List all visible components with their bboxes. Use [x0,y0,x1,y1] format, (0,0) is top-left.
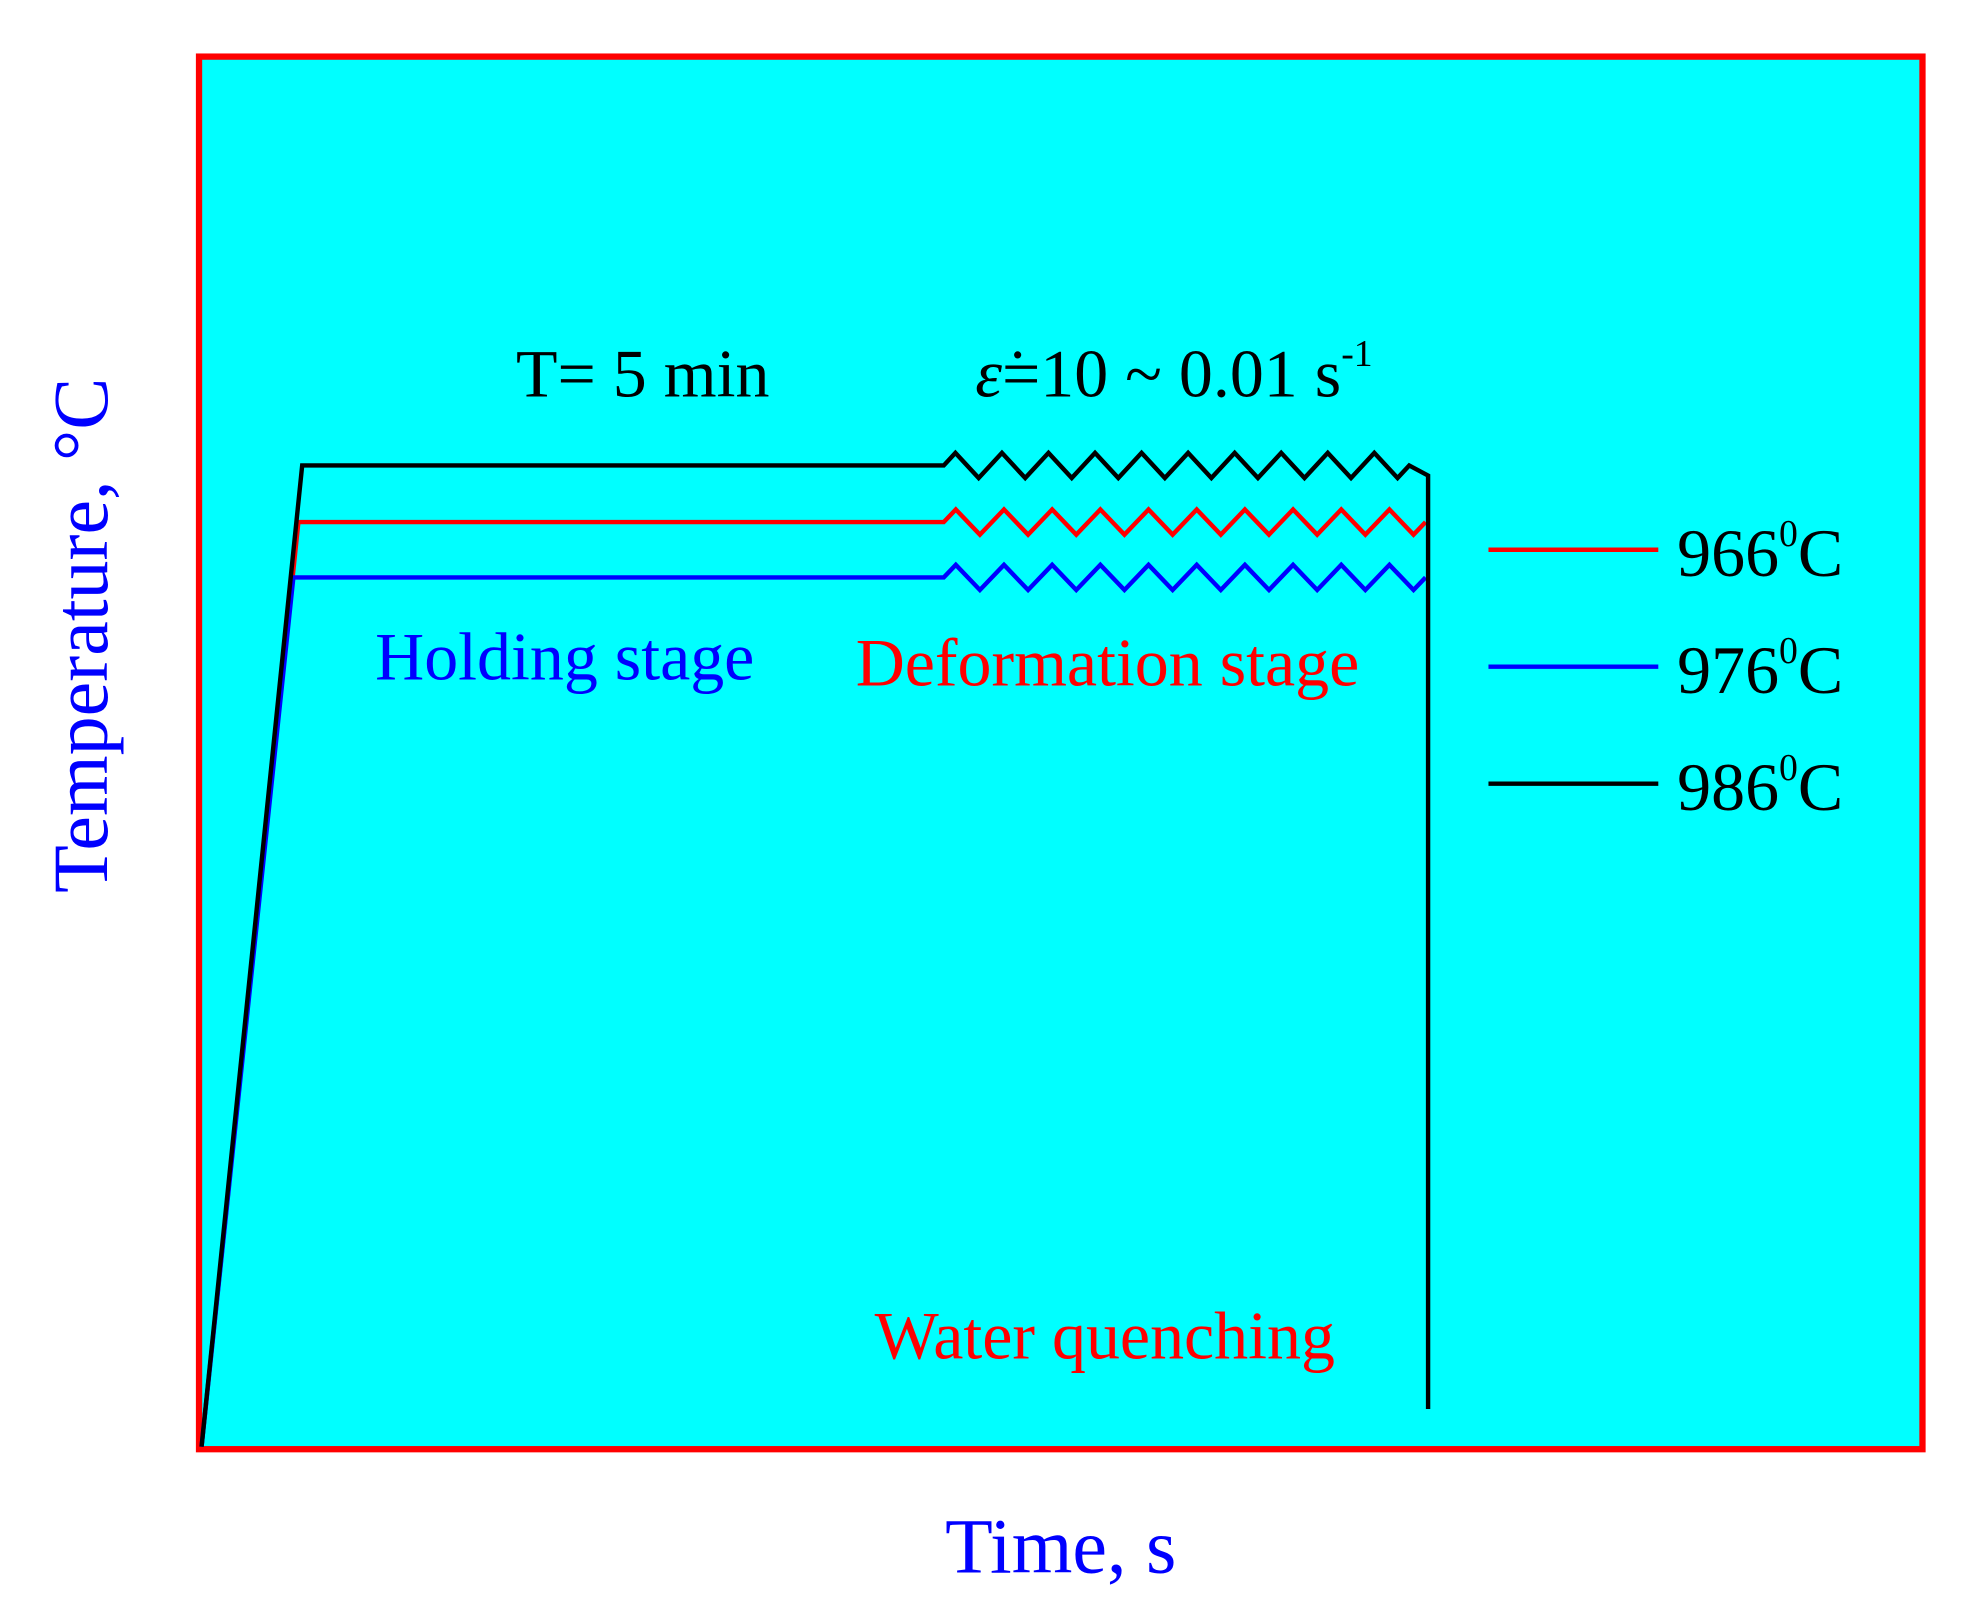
y-axis-label: Temperature, °C [38,378,124,893]
strain-rate: ε̇=10 ~ 0.01 s-1 [975,333,1372,411]
plot-frame [195,53,1926,1453]
holding-stage: Holding stage [375,618,754,694]
legend-value: 976 [1677,632,1779,708]
water-quenching: Water quenching [875,1298,1335,1374]
hold-time: T= 5 min [516,335,769,411]
legend-unit: C [1798,515,1843,591]
legend-degree: 0 [1779,513,1798,555]
legend-label: 9660C [1677,513,1843,591]
strain-rate-exponent: -1 [1341,333,1372,375]
deformation-stage: Deformation stage [856,625,1360,701]
legend-degree: 0 [1779,747,1798,789]
legend-unit: C [1798,632,1843,708]
temperature-path [199,449,1431,1447]
x-axis-label: Time, s [945,1503,1176,1589]
temperature-path [199,561,1428,1447]
legend-label: 9860C [1677,747,1843,825]
legend-value: 966 [1677,515,1779,591]
curves [199,449,1431,1447]
legend-value: 986 [1677,749,1779,825]
temperature-path [199,506,1428,1447]
legend-unit: C [1798,749,1843,825]
strain-rate-text: =10 ~ 0.01 s [1002,335,1341,411]
legend-label: 9760C [1677,630,1843,708]
legend-degree: 0 [1779,630,1798,672]
